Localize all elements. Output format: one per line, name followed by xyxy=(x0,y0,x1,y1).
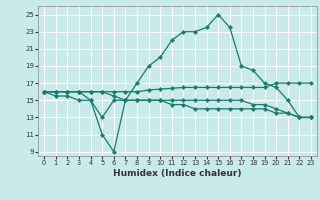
X-axis label: Humidex (Indice chaleur): Humidex (Indice chaleur) xyxy=(113,169,242,178)
